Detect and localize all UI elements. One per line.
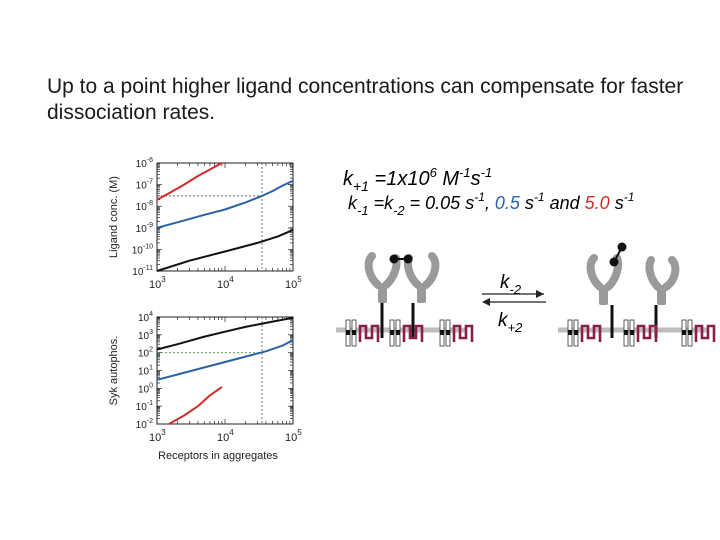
kinase-glyph [623, 319, 658, 347]
receptor-dimer-bound [364, 252, 440, 338]
x-tick-label: 104 [217, 275, 234, 291]
x-tick-label: 103 [149, 275, 166, 291]
kinase-glyph [389, 319, 424, 347]
ligand-conc-chart: 103 104 105 10-6 10-7 10-8 10-9 10-10 10-11 Ligan… [108, 157, 302, 291]
anchor-stripe [440, 330, 444, 335]
y-tick-label: 10-1 [136, 400, 153, 413]
y-tick-label: 10-2 [136, 418, 153, 431]
kinase-glyphs [345, 319, 716, 347]
series-line-1 [156, 179, 294, 229]
anchor-stripe [682, 330, 686, 335]
kinase-glyph [439, 319, 474, 347]
anchor-stripe [574, 330, 578, 335]
y-tick-label: 10-8 [136, 200, 153, 213]
y-tick-label: 10-7 [136, 179, 153, 192]
reaction-arrows: k-2 k+2 [482, 272, 546, 335]
y-tick-label: 10-6 [136, 157, 153, 170]
y-tick-label: 100 [138, 382, 153, 395]
plot-frame [156, 316, 294, 425]
syk-autophos-chart: 103 104 105 104 103 102 101 100 10-1 10-2 Syk auto… [108, 311, 302, 462]
series-line-2 [156, 228, 294, 272]
reverse-rate-label: k+2 [498, 310, 523, 335]
anchor-stripe [630, 330, 634, 335]
anchor-stripe [624, 330, 628, 335]
monovalent-ligand-bound [609, 242, 627, 267]
anchor-stripe [396, 330, 400, 335]
equation-line-1: k+1 =1x106 M-1s-1 [343, 165, 492, 194]
anchor-stripe [352, 330, 356, 335]
series-line-2 [168, 386, 223, 425]
anchor-stripe [568, 330, 572, 335]
series-line-0 [156, 162, 223, 201]
kinase-domain [402, 324, 424, 342]
anchor-stripe [688, 330, 692, 335]
y-tick-label: 10-11 [132, 265, 153, 278]
y-tick-label: 102 [138, 347, 153, 360]
y-tick-label: 10-10 [132, 243, 153, 256]
bivalent-ligand [389, 254, 413, 264]
y-tick-label: 103 [138, 329, 153, 342]
receptor-dimer-dissociated [586, 242, 680, 338]
x-tick-label: 104 [217, 428, 234, 444]
kinase-domain [452, 324, 474, 342]
x-tick-label: 105 [285, 275, 302, 291]
equation-line-2: k-1 =k-2 = 0.05 s-1, 0.5 s-1 and 5.0 s-1 [348, 190, 634, 218]
anchor-stripe [346, 330, 350, 335]
kinase-glyph [681, 319, 716, 347]
x-tick-label: 105 [285, 428, 302, 444]
anchor-stripe [390, 330, 394, 335]
rate-equations: k+1 =1x106 M-1s-1 k-1 =k-2 = 0.05 s-1, 0… [343, 165, 634, 218]
kinase-domain [636, 324, 658, 342]
kinase-domain [358, 324, 380, 342]
plot-frame [156, 162, 294, 272]
x-axis-label: Receptors in aggregates [158, 450, 278, 462]
slide-title: Up to a point higher ligand concentratio… [47, 75, 684, 124]
kinase-domain [694, 324, 716, 342]
x-tick-label: 103 [149, 428, 166, 444]
y-tick-label: 101 [138, 365, 153, 378]
anchor-stripe [446, 330, 450, 335]
y-axis-label: Syk autophos. [108, 336, 120, 406]
series-line-1 [156, 339, 294, 381]
y-tick-label: 104 [138, 311, 153, 324]
y-tick-label: 10-9 [136, 222, 153, 235]
kinase-glyph [345, 319, 380, 347]
forward-rate-label: k-2 [500, 272, 522, 297]
kinase-glyph [567, 319, 602, 347]
series-line-0 [156, 316, 294, 351]
kinase-domain [580, 324, 602, 342]
y-axis-label: Ligand conc. (M) [108, 176, 120, 258]
